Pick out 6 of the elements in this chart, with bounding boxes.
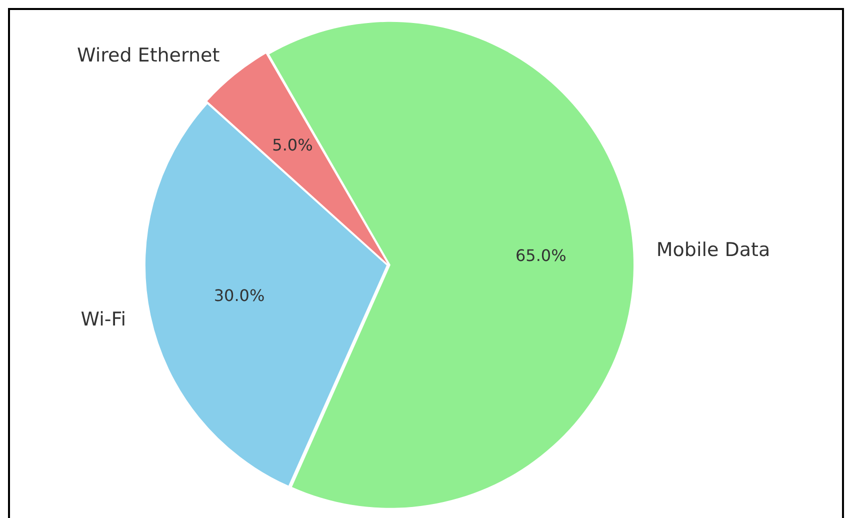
data-label: 5.0% — [272, 136, 313, 155]
data-label: 30.0% — [214, 286, 265, 305]
data-label: 65.0% — [515, 246, 566, 266]
slice-label: Mobile Data — [656, 238, 770, 261]
slice-label: Wired Ethernet — [76, 44, 220, 66]
slice-label: Wi-Fi — [80, 308, 126, 331]
